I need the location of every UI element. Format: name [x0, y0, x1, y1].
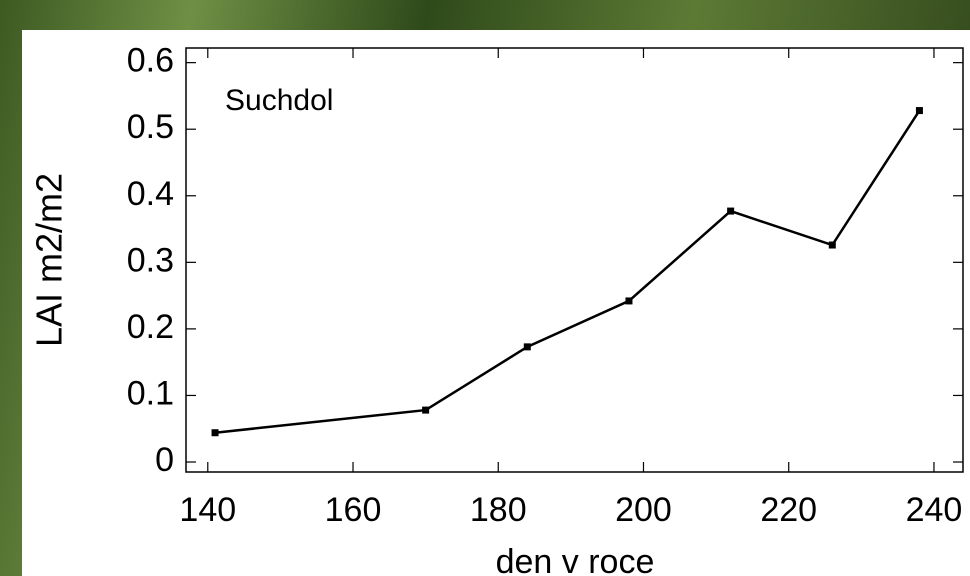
x-tick-label: 220	[760, 491, 817, 529]
data-point	[211, 429, 219, 437]
y-tick-label: 0.3	[127, 241, 174, 279]
data-point	[915, 107, 923, 115]
y-tick-label: 0.6	[127, 42, 174, 80]
data-point	[625, 297, 633, 305]
y-tick-label: 0.5	[127, 108, 174, 146]
y-tick-label: 0.1	[127, 374, 174, 412]
y-tick-label: 0	[155, 441, 174, 479]
data-point	[828, 241, 836, 249]
x-tick-label: 200	[615, 491, 672, 529]
data-point	[727, 207, 735, 215]
x-tick-label: 240	[906, 491, 963, 529]
data-point	[422, 406, 430, 414]
x-tick-label: 160	[325, 491, 382, 529]
x-axis-label: den v roce	[496, 543, 655, 576]
data-point	[523, 343, 531, 351]
y-tick-label: 0.2	[127, 308, 174, 346]
y-tick-label: 0.4	[127, 175, 174, 213]
plot-frame	[185, 47, 964, 473]
annotation: Suchdol	[225, 84, 333, 117]
chart-panel	[22, 30, 970, 576]
y-axis-label: LAI m2/m2	[29, 173, 70, 347]
x-tick-label: 140	[179, 491, 236, 529]
x-tick-label: 180	[470, 491, 527, 529]
